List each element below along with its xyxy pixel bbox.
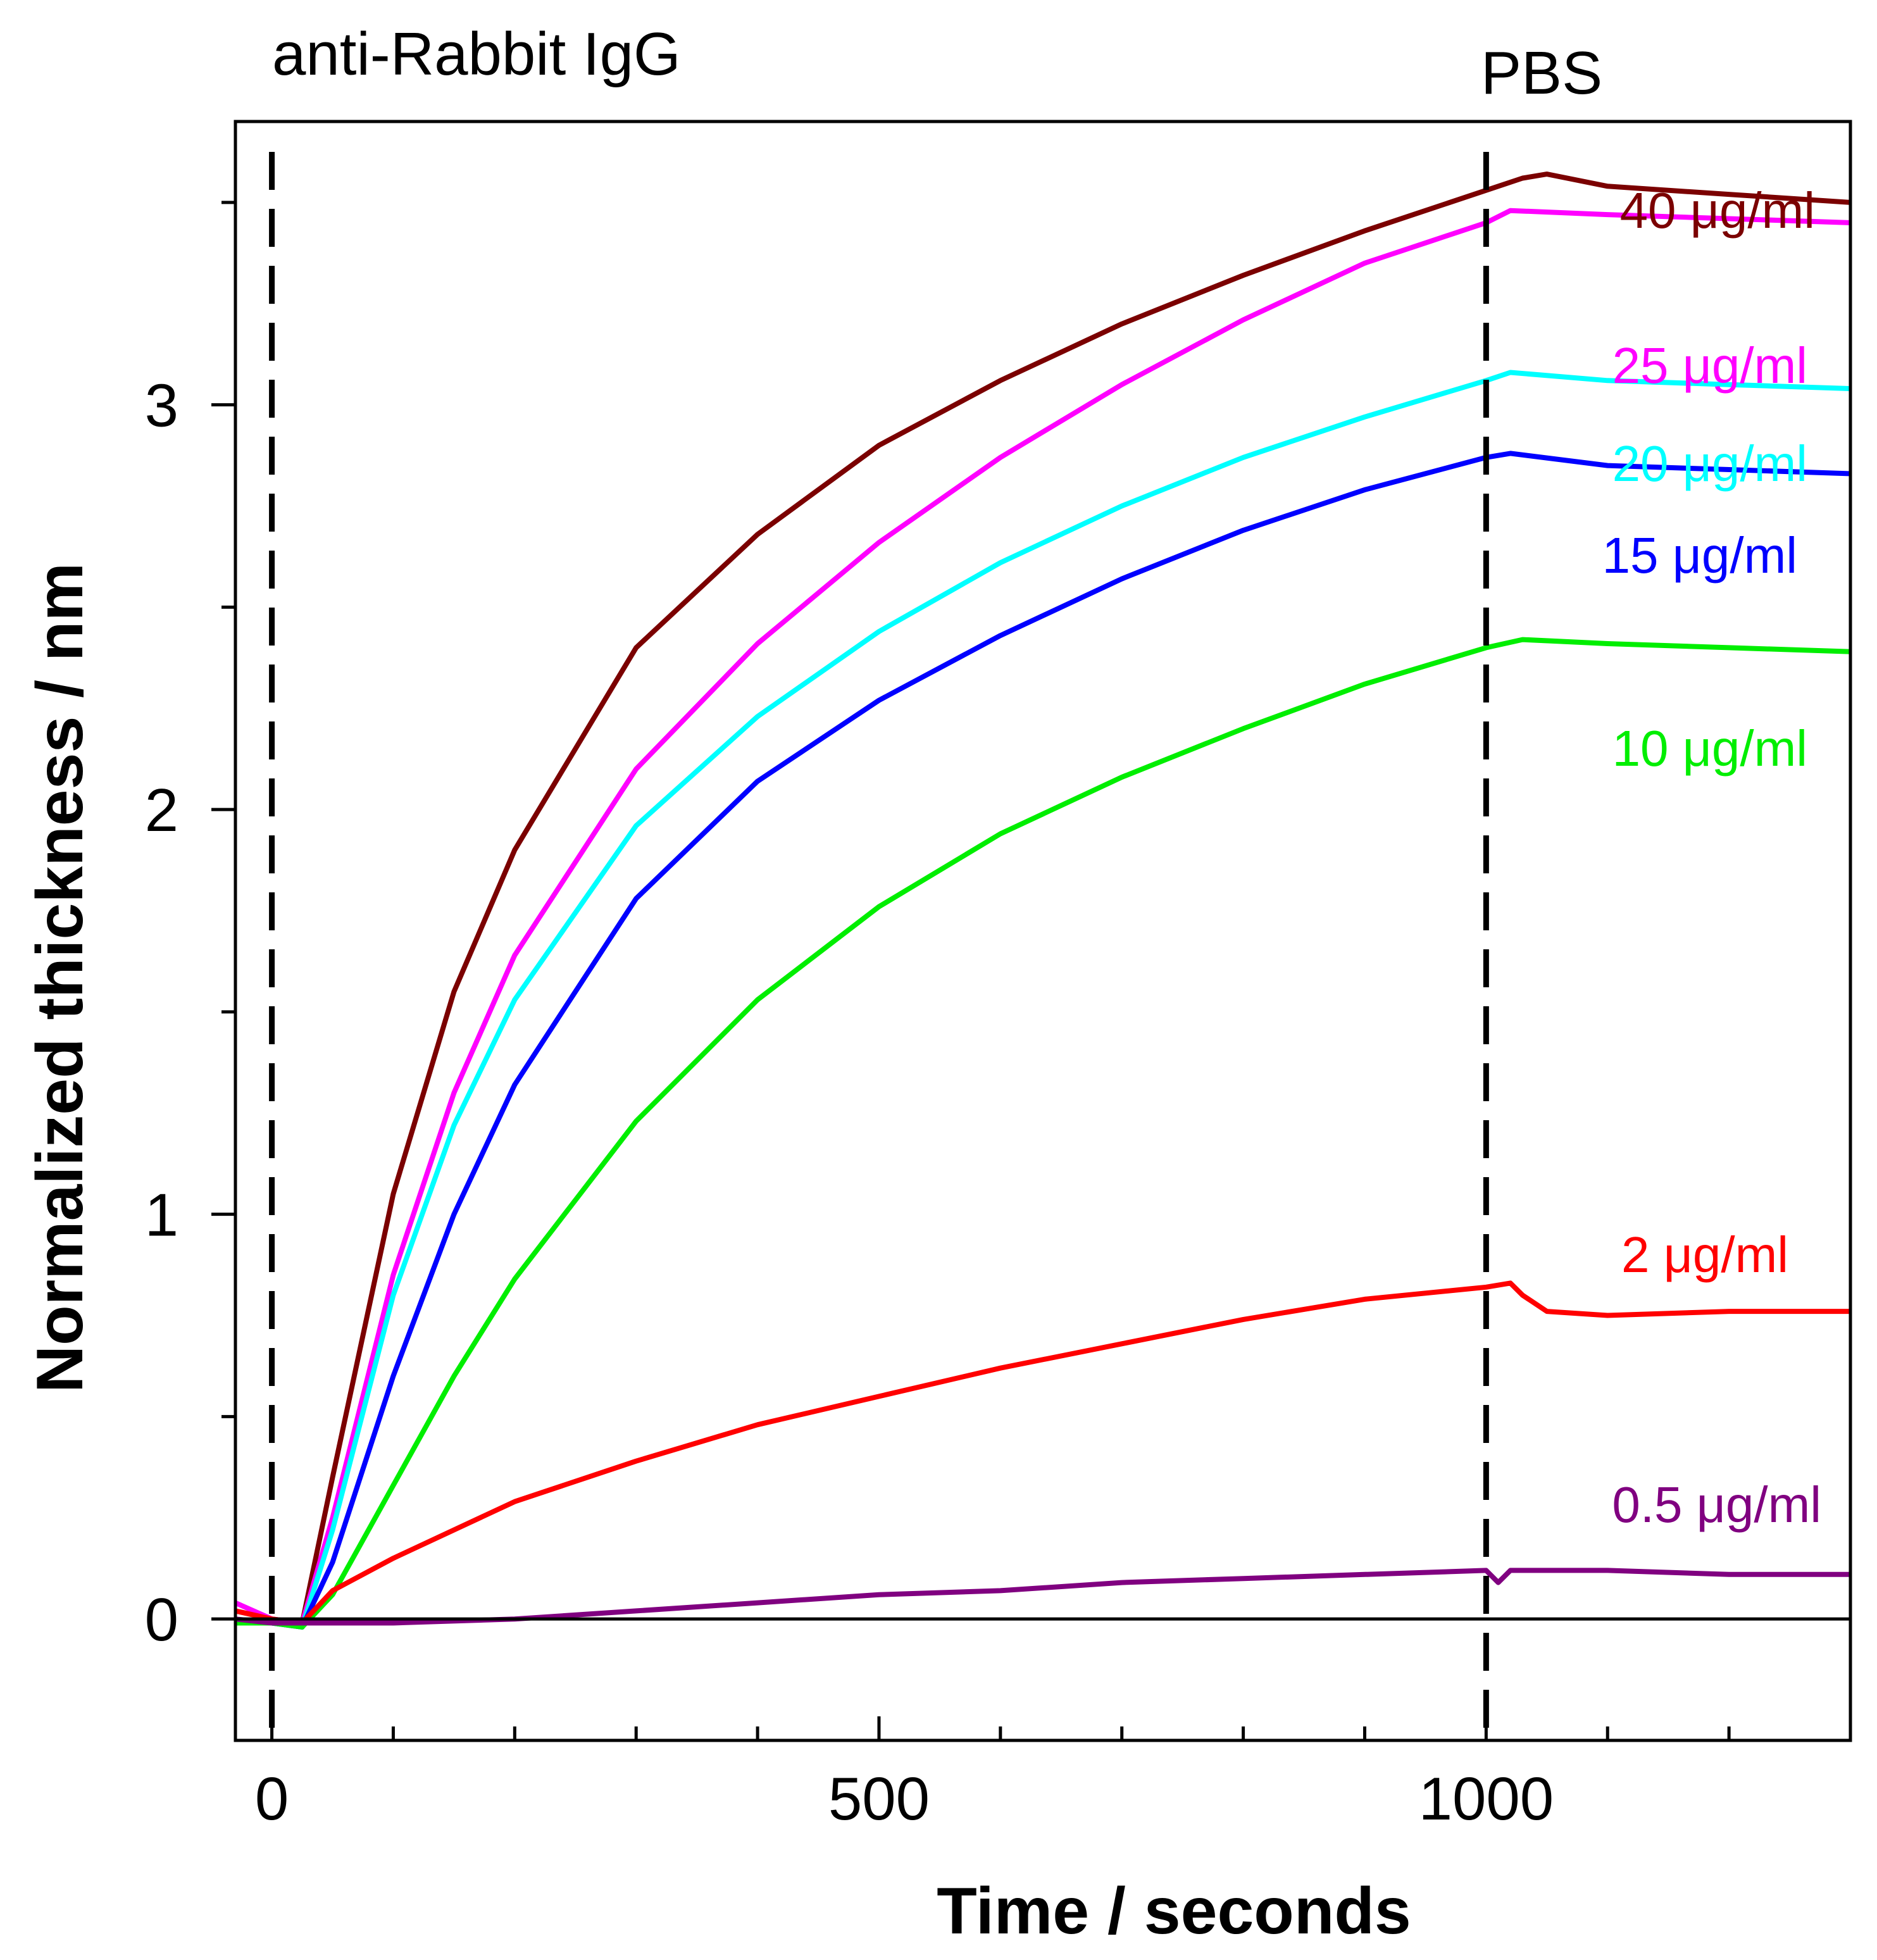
series-layer <box>235 172 1850 1630</box>
series-label: 15 μg/ml <box>1602 527 1797 584</box>
series-label: 40 μg/ml <box>1620 182 1815 239</box>
y-tick-label: 0 <box>145 1586 178 1654</box>
series-line <box>235 370 1850 1630</box>
y-tick-label: 3 <box>145 372 178 440</box>
series-label: 25 μg/ml <box>1612 337 1807 394</box>
buffer-label: PBS <box>1481 39 1602 107</box>
x-tick-label: 1000 <box>1419 1765 1554 1833</box>
axes <box>211 120 1852 1742</box>
series-label: 2 μg/ml <box>1621 1227 1788 1283</box>
series-line <box>235 208 1850 1626</box>
plot-frame <box>234 120 1852 1742</box>
series-line <box>235 637 1850 1630</box>
series-label: 20 μg/ml <box>1612 435 1807 492</box>
x-tick-label: 500 <box>828 1765 930 1833</box>
x-axis-label: Time / seconds <box>937 1875 1411 1948</box>
series-line <box>235 172 1850 1626</box>
labels: 0 500 1000 0 1 2 3 40 μg/ml 25 μg/ml 20 μg/ml 15 μ… <box>145 182 1821 1833</box>
y-tick-label: 2 <box>145 777 178 844</box>
series-label: 0.5 μg/ml <box>1612 1476 1821 1533</box>
x-tick-label: 0 <box>255 1765 289 1833</box>
injection-label: anti-Rabbit IgG <box>272 20 681 88</box>
series-label: 10 μg/ml <box>1612 720 1807 777</box>
series-line <box>235 451 1850 1630</box>
series-line <box>235 1280 1850 1626</box>
series-line <box>235 1568 1850 1626</box>
y-tick-label: 1 <box>145 1182 178 1249</box>
y-axis-label: Normalized thickness / nm <box>23 563 97 1393</box>
